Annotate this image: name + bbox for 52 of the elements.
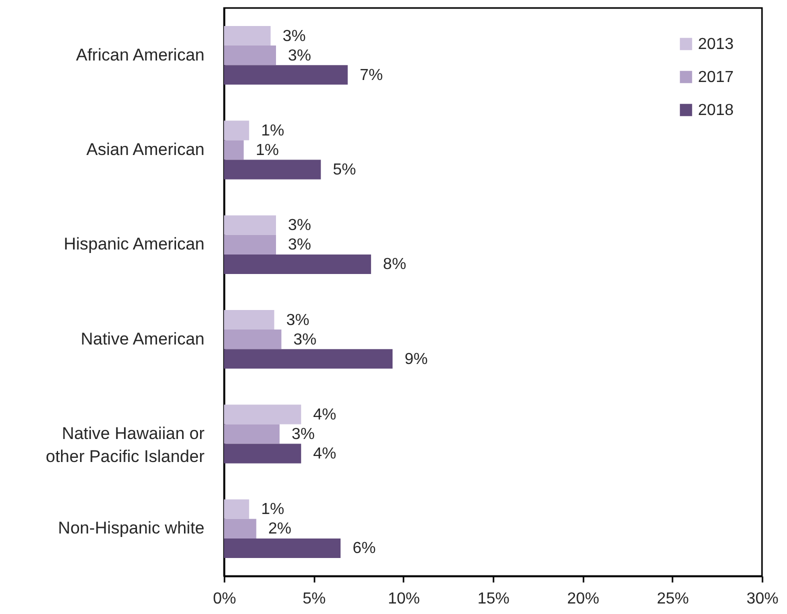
- bar: [224, 518, 256, 538]
- x-tick-label: 10%: [388, 590, 420, 608]
- bar: [224, 349, 393, 369]
- data-label: 3%: [288, 236, 312, 254]
- data-label: 1%: [261, 122, 284, 140]
- bar: [224, 538, 341, 558]
- bar: [224, 330, 282, 350]
- legend-label: 2017: [698, 69, 734, 86]
- data-label: 3%: [286, 312, 310, 329]
- y-tick-label: Native Hawaiian or other Pacific Islander: [46, 424, 205, 466]
- data-label: 3%: [282, 28, 306, 45]
- data-label: 7%: [360, 66, 383, 84]
- y-tick-label: African American: [76, 45, 204, 64]
- data-label: 6%: [352, 540, 376, 558]
- x-tick-label: 5%: [302, 590, 326, 608]
- data-label: 5%: [332, 162, 356, 179]
- legend-label: 2018: [698, 102, 734, 119]
- x-tick-label: 20%: [567, 590, 600, 608]
- data-label: 3%: [293, 331, 317, 348]
- bar: [224, 26, 271, 46]
- y-tick-label: Non-Hispanic white: [58, 518, 204, 538]
- y-tick-label: Asian American: [86, 140, 204, 159]
- bar: [224, 120, 250, 140]
- bar: [224, 254, 372, 274]
- bar: [224, 499, 250, 519]
- data-label: 4%: [313, 406, 336, 424]
- bar: [224, 424, 280, 444]
- bar: [224, 234, 276, 254]
- x-tick-label: 25%: [656, 590, 689, 608]
- bar: [224, 140, 244, 160]
- data-label: 4%: [313, 446, 336, 463]
- bar: [224, 310, 274, 330]
- bar: [224, 65, 348, 85]
- x-tick-label: 30%: [746, 590, 779, 608]
- bar: [224, 160, 321, 180]
- data-label: 3%: [292, 426, 315, 443]
- data-label: 9%: [404, 350, 428, 368]
- data-label: 3%: [288, 47, 312, 64]
- legend-label: 2013: [698, 36, 734, 53]
- bar: [224, 404, 302, 424]
- data-label: 8%: [383, 256, 406, 274]
- x-tick-label: 0%: [212, 590, 236, 608]
- y-tick-label: Native American: [80, 329, 204, 348]
- data-label: 1%: [256, 142, 279, 159]
- data-label: 3%: [288, 217, 312, 234]
- x-tick-label: 15%: [477, 590, 510, 608]
- data-label: 2%: [268, 520, 292, 538]
- y-tick-label: Hispanic American: [64, 234, 204, 254]
- bar: [224, 215, 276, 235]
- bar: [224, 444, 302, 464]
- data-label: 1%: [261, 501, 284, 518]
- bar: [224, 46, 276, 66]
